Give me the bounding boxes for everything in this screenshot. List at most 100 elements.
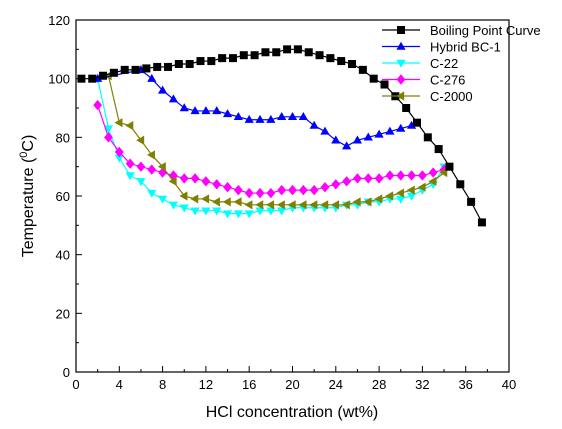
data-point [266, 200, 275, 210]
data-point [396, 123, 406, 132]
legend-label: Hybrid BC-1 [430, 40, 501, 55]
data-point [114, 154, 124, 163]
data-point [445, 162, 454, 171]
data-point [276, 200, 285, 210]
data-point [196, 57, 205, 66]
y-tick-label: 60 [56, 189, 70, 204]
y-tick-label: 100 [48, 72, 70, 87]
data-point [396, 195, 406, 204]
data-point [255, 114, 265, 123]
data-point [120, 65, 129, 74]
y-axis-title: Temperature (0C) [18, 135, 37, 258]
data-point [407, 170, 416, 181]
data-point [158, 85, 168, 94]
data-point [326, 54, 335, 63]
series-c-2000 [103, 71, 448, 210]
data-point [277, 112, 287, 120]
data-point [93, 99, 103, 111]
data-point [212, 207, 222, 216]
data-point [352, 197, 361, 207]
data-point [174, 60, 183, 68]
data-point [157, 162, 166, 172]
data-point [136, 161, 146, 172]
data-point [164, 62, 173, 71]
data-point [342, 141, 352, 150]
data-point [147, 164, 157, 175]
data-point [185, 60, 194, 68]
data-point [153, 62, 162, 71]
data-point [201, 176, 211, 187]
legend-item: C-22 [382, 56, 458, 71]
data-point [222, 210, 233, 219]
data-point [190, 194, 199, 204]
data-point [309, 120, 319, 129]
data-point [179, 191, 188, 201]
x-tick-label: 4 [116, 377, 123, 392]
legend-marker [396, 41, 406, 50]
data-point [374, 194, 383, 204]
data-point [287, 200, 296, 210]
data-point [363, 173, 373, 184]
data-point [250, 51, 259, 60]
data-point [218, 54, 227, 63]
data-point [385, 191, 394, 201]
data-point [244, 210, 254, 219]
data-point [233, 210, 243, 219]
data-point [244, 187, 254, 199]
data-point [239, 51, 248, 60]
legend-item: Hybrid BC-1 [382, 40, 501, 55]
data-point [456, 180, 465, 189]
data-point [255, 187, 265, 199]
data-point [331, 135, 341, 144]
data-point [222, 109, 233, 118]
data-point [272, 48, 281, 57]
data-point [298, 112, 308, 120]
data-point [439, 167, 448, 178]
y-tick-label: 80 [56, 130, 70, 145]
data-point [244, 114, 254, 123]
data-point [298, 184, 308, 196]
data-point [266, 114, 276, 123]
data-point [467, 197, 476, 206]
y-axis-title-superscript: 0 [18, 152, 30, 158]
data-point [406, 120, 417, 129]
data-point [125, 121, 134, 131]
data-point [331, 179, 341, 190]
x-axis-title: HCl concentration (wt%) [206, 404, 379, 421]
data-point [348, 60, 357, 68]
legend-label: Boiling Point Curve [430, 23, 541, 38]
data-point [212, 179, 222, 190]
series-line [97, 69, 412, 147]
legend-item: C-276 [382, 73, 465, 88]
series-boiling-point-curve [77, 45, 486, 227]
data-point [103, 125, 114, 134]
data-point [168, 94, 179, 103]
y-tick-label: 20 [56, 306, 70, 321]
data-point [277, 184, 287, 196]
data-point [353, 173, 362, 184]
data-point [374, 129, 384, 138]
x-tick-label: 20 [285, 377, 299, 392]
data-point [363, 132, 373, 141]
data-point [352, 135, 363, 144]
data-point [402, 104, 411, 112]
data-point [342, 176, 352, 187]
data-point [406, 192, 417, 201]
x-tick-label: 32 [415, 377, 429, 392]
data-point [320, 182, 330, 193]
x-tick-label: 12 [199, 377, 213, 392]
data-point [309, 184, 319, 196]
data-point [136, 178, 146, 187]
data-point [114, 146, 124, 158]
series-layer [77, 45, 486, 227]
x-tick-label: 16 [242, 377, 256, 392]
data-point [158, 195, 168, 204]
x-tick-label: 28 [372, 377, 386, 392]
data-point [380, 80, 389, 89]
y-tick-label: 40 [56, 248, 70, 263]
data-point [358, 65, 367, 74]
y-axis-title-end: C) [20, 135, 37, 152]
legend-marker [396, 74, 406, 85]
data-point [337, 57, 346, 66]
y-axis-ticks: 0 20 40 60 80 100 120 [48, 13, 82, 380]
